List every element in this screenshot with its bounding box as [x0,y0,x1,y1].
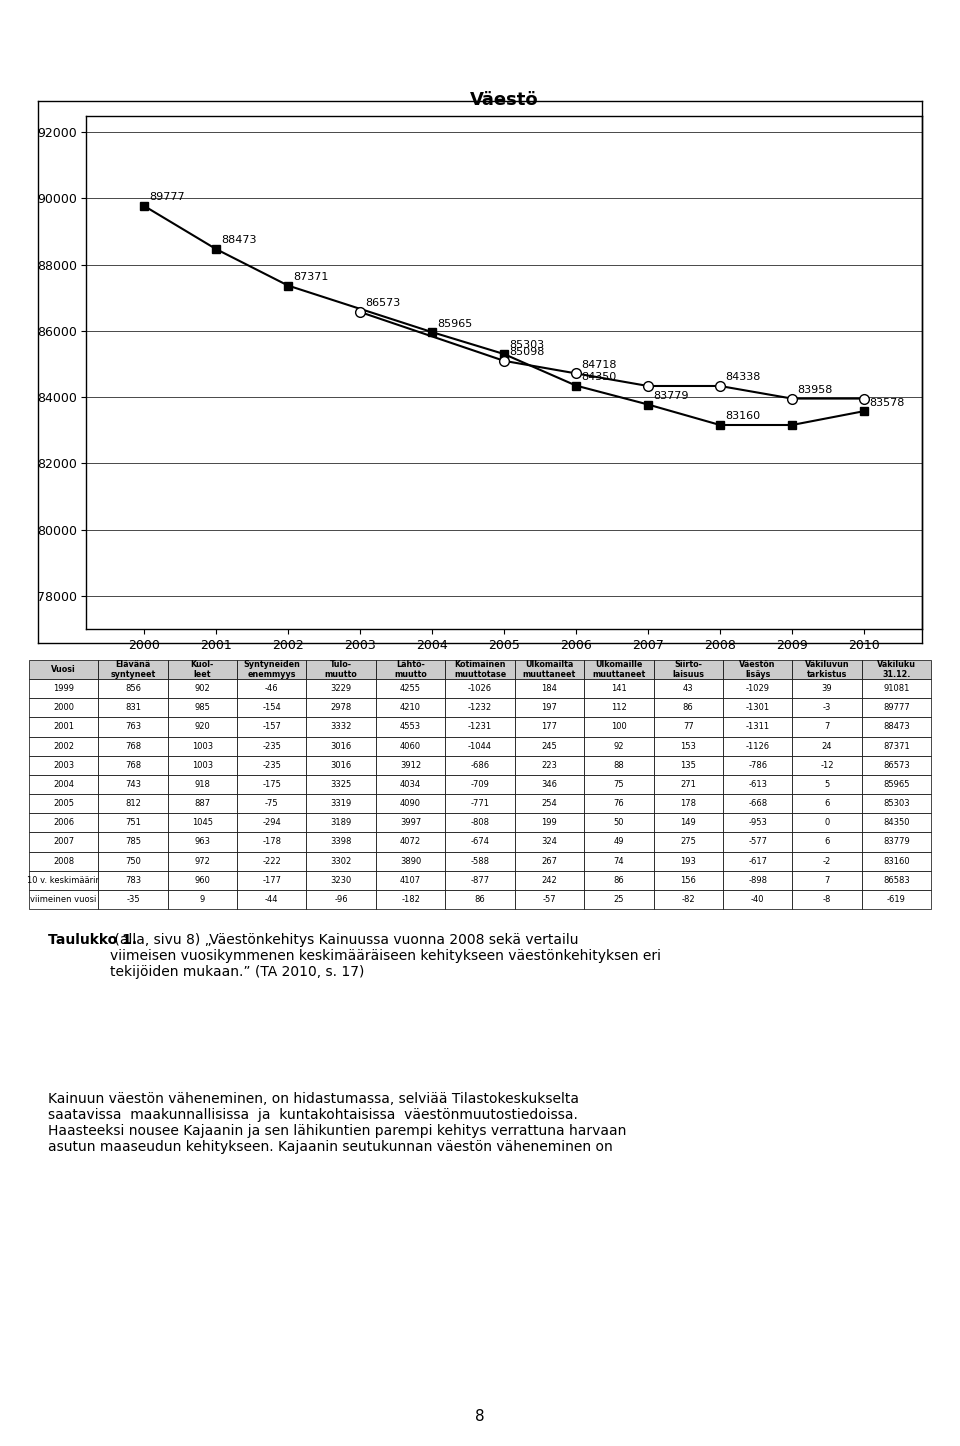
Text: 89777: 89777 [150,192,185,202]
Text: 84350: 84350 [582,372,617,382]
Text: Taulukko 1.: Taulukko 1. [48,933,137,947]
Text: Kainuun väestön väheneminen, on hidastumassa, selviää Tilastokeskukselta
saatavi: Kainuun väestön väheneminen, on hidastum… [48,1092,626,1154]
Text: 8: 8 [475,1410,485,1424]
Text: 83958: 83958 [798,385,833,395]
Text: 85098: 85098 [510,347,545,357]
Text: 84718: 84718 [582,360,617,370]
Text: 83779: 83779 [654,390,689,401]
Text: 86573: 86573 [366,298,401,308]
Text: 85965: 85965 [438,318,473,328]
Text: (alla, sivu 8) „Väestönkehitys Kainuussa vuonna 2008 sekä vertailu
viimeisen vuo: (alla, sivu 8) „Väestönkehitys Kainuussa… [110,933,661,979]
Text: 87371: 87371 [294,272,329,282]
Text: 83160: 83160 [726,412,760,421]
Text: 83578: 83578 [870,398,905,408]
Text: 84338: 84338 [726,373,761,382]
Title: Väestö: Väestö [469,91,539,108]
Text: 85303: 85303 [510,340,544,350]
Text: 88473: 88473 [222,236,257,246]
